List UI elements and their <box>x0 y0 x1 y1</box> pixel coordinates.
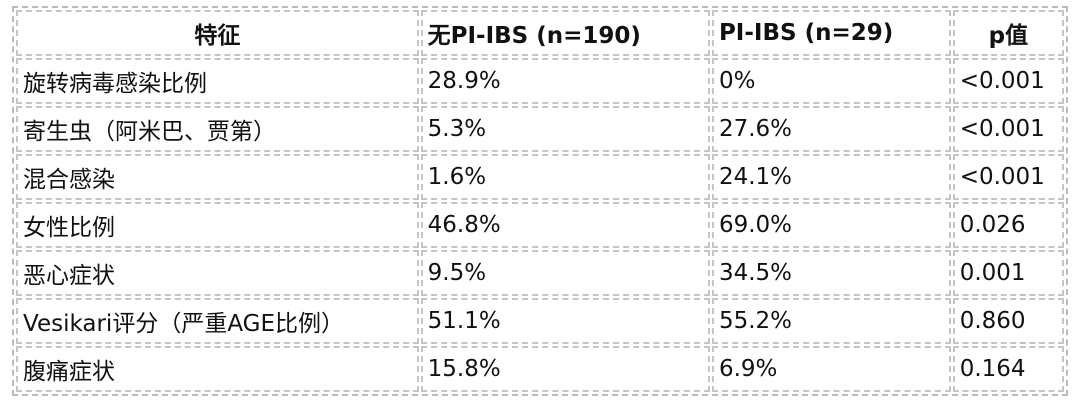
table-cell: 0.860 <box>952 298 1064 344</box>
table-cell: 28.9% <box>420 58 710 104</box>
table-cell: 34.5% <box>711 250 951 296</box>
table-row: 混合感染 1.6% 24.1% <0.001 <box>16 154 1064 200</box>
table-cell: 9.5% <box>420 250 710 296</box>
table-cell: 0.164 <box>952 346 1064 392</box>
table-cell: 腹痛症状 <box>16 346 419 392</box>
table-cell: 24.1% <box>711 154 951 200</box>
table-row: 寄生虫（阿米巴、贾第） 5.3% 27.6% <0.001 <box>16 106 1064 152</box>
table-cell: <0.001 <box>952 106 1064 152</box>
table-cell: Vesikari评分（严重AGE比例） <box>16 298 419 344</box>
table-cell: 6.9% <box>711 346 951 392</box>
table-row: 恶心症状 9.5% 34.5% 0.001 <box>16 250 1064 296</box>
header-cell: p值 <box>952 10 1064 56</box>
table-cell: 46.8% <box>420 202 710 248</box>
table-cell: 0% <box>711 58 951 104</box>
table-cell: 恶心症状 <box>16 250 419 296</box>
table-row: Vesikari评分（严重AGE比例） 51.1% 55.2% 0.860 <box>16 298 1064 344</box>
header-cell: PI-IBS (n=29) <box>711 10 951 56</box>
table-body: 旋转病毒感染比例 28.9% 0% <0.001 寄生虫（阿米巴、贾第） 5.3% 27.6… <box>16 58 1064 392</box>
table-cell: <0.001 <box>952 154 1064 200</box>
table-cell: 27.6% <box>711 106 951 152</box>
table-cell: 女性比例 <box>16 202 419 248</box>
table-cell: 旋转病毒感染比例 <box>16 58 419 104</box>
table-row: 旋转病毒感染比例 28.9% 0% <0.001 <box>16 58 1064 104</box>
table-cell: <0.001 <box>952 58 1064 104</box>
table-cell: 0.026 <box>952 202 1064 248</box>
table-cell: 寄生虫（阿米巴、贾第） <box>16 106 419 152</box>
table-row: 女性比例 46.8% 69.0% 0.026 <box>16 202 1064 248</box>
table-cell: 55.2% <box>711 298 951 344</box>
table-cell: 15.8% <box>420 346 710 392</box>
header-row: 特征 无PI-IBS (n=190) PI-IBS (n=29) p值 <box>16 10 1064 56</box>
table-cell: 0.001 <box>952 250 1064 296</box>
table-cell: 1.6% <box>420 154 710 200</box>
data-table: 特征 无PI-IBS (n=190) PI-IBS (n=29) p值 旋转病毒感染比… <box>12 6 1068 396</box>
table-cell: 51.1% <box>420 298 710 344</box>
header-cell: 特征 <box>16 10 419 56</box>
table-cell: 69.0% <box>711 202 951 248</box>
header-cell: 无PI-IBS (n=190) <box>420 10 710 56</box>
table-row: 腹痛症状 15.8% 6.9% 0.164 <box>16 346 1064 392</box>
table-cell: 混合感染 <box>16 154 419 200</box>
table-cell: 5.3% <box>420 106 710 152</box>
